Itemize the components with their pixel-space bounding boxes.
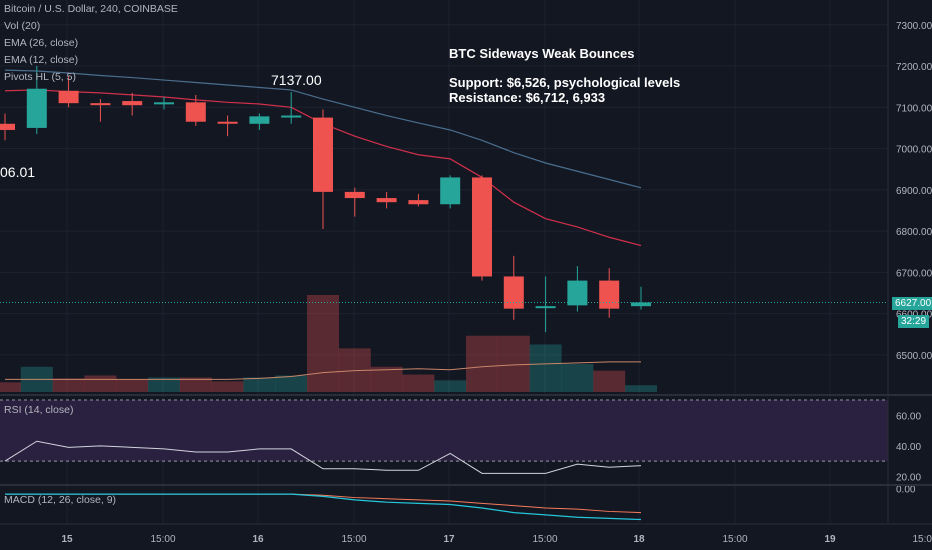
ema12-legend[interactable]: EMA (12, close) bbox=[4, 54, 79, 66]
x-tick-label: 18 bbox=[633, 534, 645, 545]
candle-body bbox=[472, 177, 492, 277]
volume-bar bbox=[84, 375, 117, 392]
price-tick-label: 7300.00 bbox=[896, 21, 932, 32]
macd-tick-label: 0.00 bbox=[896, 484, 916, 495]
candle-body bbox=[185, 102, 206, 122]
volume-bar bbox=[52, 378, 85, 392]
x-tick-label: 15:00 bbox=[912, 534, 932, 545]
volume-bar bbox=[0, 382, 21, 392]
countdown-tag: 32:29 bbox=[898, 315, 930, 328]
rsi-band bbox=[0, 400, 888, 462]
volume-bar bbox=[370, 366, 403, 392]
candle-body bbox=[90, 103, 111, 106]
price-tick-label: 6500.00 bbox=[896, 351, 932, 362]
candle-body bbox=[376, 198, 397, 203]
candle-body bbox=[154, 102, 174, 105]
price-tick-label: 6800.00 bbox=[896, 227, 932, 238]
volume-bar bbox=[211, 381, 244, 392]
volume-ma-line bbox=[5, 361, 641, 380]
volume-bar bbox=[434, 380, 467, 392]
volume-bar bbox=[625, 385, 657, 392]
price-tick-label: 6900.00 bbox=[896, 186, 932, 197]
candle-body bbox=[535, 306, 556, 309]
symbol-legend[interactable]: Bitcoin / U.S. Dollar, 240, COINBASE bbox=[4, 3, 178, 15]
price-tick-label: 7000.00 bbox=[896, 145, 932, 156]
candle-body bbox=[503, 276, 524, 309]
volume-bar bbox=[116, 379, 149, 392]
candle-body bbox=[631, 302, 651, 307]
volume-bar bbox=[307, 295, 339, 392]
x-tick-label: 15:00 bbox=[532, 534, 557, 545]
macd-panel[interactable]: 0.00 bbox=[5, 484, 916, 521]
x-tick-label: 19 bbox=[824, 534, 836, 545]
rsi-line bbox=[4, 440, 642, 474]
candle-body bbox=[599, 280, 620, 309]
x-tick-label: 15 bbox=[61, 534, 73, 545]
annotation-support: Support: $6,526, psychological levels bbox=[449, 75, 681, 90]
candle-body bbox=[122, 101, 143, 106]
volume-bar bbox=[402, 374, 435, 392]
rsi-legend[interactable]: RSI (14, close) bbox=[4, 404, 74, 416]
volume-bar bbox=[275, 375, 308, 392]
macd-line bbox=[5, 493, 642, 521]
pivot-high-label: 7137.00 bbox=[271, 72, 322, 88]
x-tick-label: 16 bbox=[252, 534, 264, 545]
volume-bar bbox=[593, 370, 626, 392]
x-tick-label: 15:00 bbox=[150, 534, 175, 545]
rsi-tick-label: 40.00 bbox=[896, 442, 921, 453]
candle-body bbox=[567, 280, 588, 306]
candle-body bbox=[440, 177, 461, 205]
volume-bar bbox=[148, 377, 180, 392]
candle-body bbox=[217, 121, 238, 124]
volume-bars bbox=[0, 295, 657, 392]
ema26-line bbox=[4, 69, 642, 189]
x-tick-label: 15:00 bbox=[341, 534, 366, 545]
candle-body bbox=[313, 117, 333, 192]
pivots-legend[interactable]: Pivots HL (5, 5) bbox=[4, 71, 76, 83]
candle-body bbox=[249, 116, 270, 124]
price-tick-label: 6700.00 bbox=[896, 268, 932, 279]
volume-bar bbox=[466, 335, 498, 392]
candle-body bbox=[344, 191, 365, 199]
rsi-panel[interactable]: 20.00 40.00 60.00 bbox=[0, 399, 921, 483]
annotation-resistance: Resistance: $6,712, 6,933 bbox=[449, 90, 606, 105]
volume-bar bbox=[243, 377, 276, 392]
rsi-tick-label: 20.00 bbox=[896, 472, 921, 483]
last-price-tag: 6627.00 bbox=[892, 297, 932, 310]
candle-body bbox=[26, 88, 47, 128]
annotation-title: BTC Sideways Weak Bounces bbox=[449, 46, 635, 61]
volume-bar bbox=[179, 377, 212, 392]
volume-legend[interactable]: Vol (20) bbox=[4, 20, 41, 32]
macd-legend[interactable]: MACD (12, 26, close, 9) bbox=[4, 494, 117, 506]
candles bbox=[0, 66, 651, 333]
pivot-low-label: 06.01 bbox=[0, 164, 36, 180]
volume-bar bbox=[497, 335, 530, 392]
candle-body bbox=[281, 115, 302, 118]
price-tick-label: 7200.00 bbox=[896, 62, 932, 73]
volume-bar bbox=[529, 344, 562, 392]
price-tick-label: 7100.00 bbox=[896, 103, 932, 114]
rsi-tick-label: 60.00 bbox=[896, 411, 921, 422]
ema26-legend[interactable]: EMA (26, close) bbox=[4, 37, 79, 49]
x-tick-label: 15:00 bbox=[722, 534, 747, 545]
candle-body bbox=[0, 123, 15, 130]
candle-body bbox=[408, 200, 429, 205]
volume-bar bbox=[561, 363, 594, 392]
x-tick-label: 17 bbox=[443, 534, 455, 545]
candle-body bbox=[58, 90, 79, 104]
